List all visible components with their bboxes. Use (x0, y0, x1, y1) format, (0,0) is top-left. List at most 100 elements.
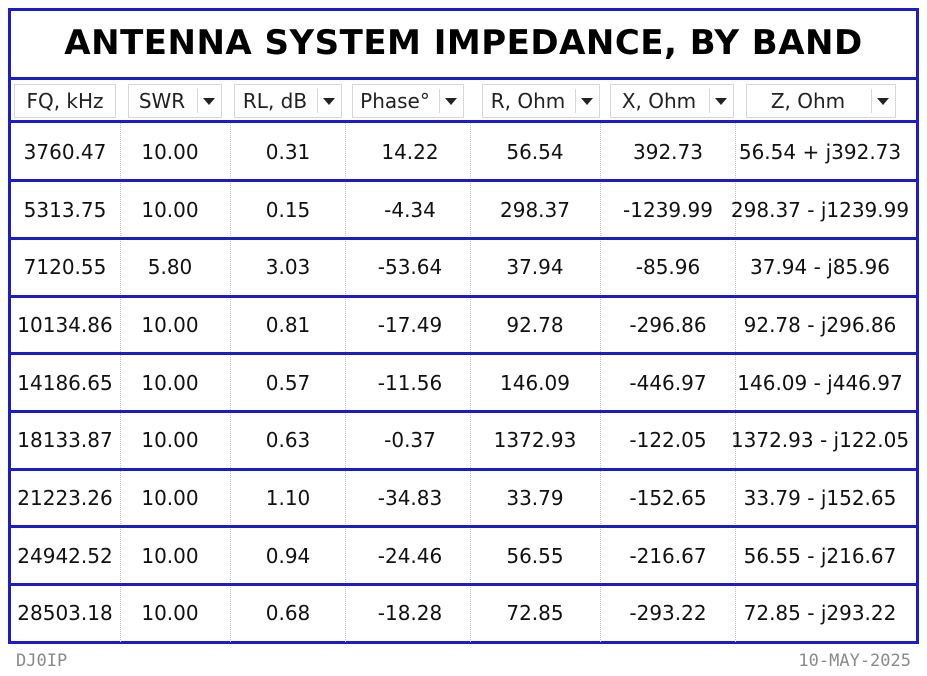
cell: 56.55 - j216.67 (743, 543, 897, 568)
cell: -17.49 (377, 312, 443, 337)
cell: -293.22 (629, 601, 707, 626)
header-rule (8, 120, 919, 123)
cell: 10134.86 (17, 312, 113, 337)
cell: -24.46 (377, 543, 443, 568)
cell: 56.54 (506, 139, 564, 164)
row-rule (8, 236, 919, 240)
cell: 10.00 (141, 370, 199, 395)
header-cell[interactable]: FQ, kHz (14, 84, 116, 118)
cell: 72.85 (506, 601, 564, 626)
cell: 10.00 (141, 543, 199, 568)
cell: 5.80 (147, 255, 193, 280)
cell: -0.37 (384, 428, 436, 453)
header-label: RL, dB (242, 89, 308, 113)
filter-dropdown[interactable] (575, 89, 597, 113)
filter-dropdown[interactable] (871, 89, 893, 113)
cell: 0.68 (265, 601, 311, 626)
row-rule (8, 179, 919, 183)
cell: 0.15 (265, 197, 311, 222)
cell: 33.79 (506, 486, 564, 511)
header-cell[interactable]: X, Ohm (610, 84, 734, 118)
column-divider (120, 123, 121, 643)
cell: -296.86 (629, 312, 707, 337)
cell: 24942.52 (17, 543, 113, 568)
cell: 56.55 (506, 543, 564, 568)
filter-dropdown[interactable] (709, 89, 731, 113)
cell: 0.31 (265, 139, 311, 164)
author: DJ0IP (16, 651, 68, 671)
header-cell[interactable]: Phase° (352, 84, 464, 118)
cell: 56.54 + j392.73 (738, 139, 902, 164)
column-divider (345, 123, 346, 643)
cell: 37.94 (506, 255, 564, 280)
row-rule (8, 467, 919, 471)
header-cell[interactable]: RL, dB (234, 84, 342, 118)
cell: 10.00 (141, 312, 199, 337)
cell: -1239.99 (623, 197, 713, 222)
cell: 72.85 - j293.22 (743, 601, 897, 626)
header-cell[interactable]: Z, Ohm (746, 84, 896, 118)
cell: 37.94 - j85.96 (750, 255, 890, 280)
header-label: SWR (138, 89, 186, 113)
cell: -85.96 (635, 255, 701, 280)
cell: 0.94 (265, 543, 311, 568)
cell: 392.73 (633, 139, 703, 164)
cell: 3760.47 (23, 139, 107, 164)
row-rule (8, 294, 919, 298)
cell: 0.81 (265, 312, 311, 337)
date: 10-MAY-2025 (798, 651, 911, 671)
row-rule (8, 410, 919, 413)
cell: -34.83 (377, 486, 443, 511)
column-divider (230, 123, 231, 643)
cell: 7120.55 (23, 255, 107, 280)
column-divider (600, 123, 601, 643)
header-cell[interactable]: SWR (128, 84, 222, 118)
cell: 92.78 - j296.86 (743, 312, 897, 337)
row-rule (8, 583, 919, 587)
column-divider (470, 123, 471, 643)
cell: 1372.93 - j122.05 (730, 428, 910, 453)
cell: 1.10 (265, 486, 311, 511)
cell: 146.09 (500, 370, 570, 395)
cell: 10.00 (141, 139, 199, 164)
row-rule (8, 352, 919, 356)
cell: -446.97 (629, 370, 707, 395)
column-divider (735, 123, 736, 643)
cell: 10.00 (141, 486, 199, 511)
cell: 33.79 - j152.65 (743, 486, 897, 511)
filter-dropdown[interactable] (439, 89, 461, 113)
cell: 298.37 - j1239.99 (730, 197, 910, 222)
cell: -11.56 (377, 370, 443, 395)
cell: -18.28 (377, 601, 443, 626)
cell: 14.22 (381, 139, 439, 164)
header-cell[interactable]: R, Ohm (482, 84, 600, 118)
cell: -53.64 (377, 255, 443, 280)
filter-dropdown[interactable] (317, 89, 339, 113)
cell: 92.78 (506, 312, 564, 337)
cell: 1372.93 (493, 428, 577, 453)
cell: -216.67 (629, 543, 707, 568)
filter-dropdown[interactable] (197, 89, 219, 113)
cell: -152.65 (629, 486, 707, 511)
cell: 10.00 (141, 197, 199, 222)
cell: 10.00 (141, 428, 199, 453)
cell: 5313.75 (23, 197, 107, 222)
cell: 21223.26 (17, 486, 113, 511)
cell: 14186.65 (17, 370, 113, 395)
title: ANTENNA SYSTEM IMPEDANCE, BY BAND (8, 8, 919, 80)
cell: -4.34 (384, 197, 436, 222)
cell: 10.00 (141, 601, 199, 626)
cell: 28503.18 (17, 601, 113, 626)
cell: -122.05 (629, 428, 707, 453)
cell: 3.03 (265, 255, 311, 280)
cell: 0.57 (265, 370, 311, 395)
cell: 0.63 (265, 428, 311, 453)
header-label: X, Ohm (621, 89, 697, 113)
table-frame (8, 8, 919, 644)
header-label: Z, Ohm (770, 89, 846, 113)
header-label: FQ, kHz (26, 89, 104, 113)
header-label: R, Ohm (490, 89, 566, 113)
cell: 298.37 (500, 197, 570, 222)
cell: 146.09 - j446.97 (737, 370, 903, 395)
